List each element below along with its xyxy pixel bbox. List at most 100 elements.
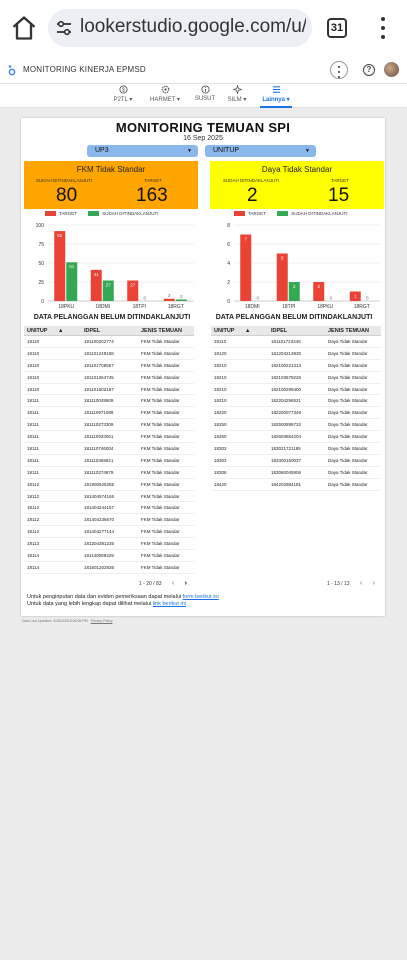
table-row[interactable]: 18112 181900525255 FKM Tidak Standar — [24, 479, 194, 491]
table-row[interactable]: 18210 182100299400 Daya Tidak Standar — [211, 384, 381, 396]
column-header-jenis[interactable]: JENIS TEMUAN — [141, 328, 182, 334]
address-bar[interactable] — [48, 9, 312, 47]
nav-item-lainnya[interactable]: Lainnya ▾ — [254, 85, 298, 108]
cell-jenis: FKM Tidak Standar — [141, 434, 180, 440]
nav-item-susut[interactable]: SUSUT — [183, 85, 227, 102]
site-settings-icon[interactable] — [55, 19, 73, 37]
kpi-done-value: 2 — [247, 185, 258, 206]
dollar-icon: $ — [118, 85, 128, 94]
table-row[interactable]: 18110 181101708557 FKM Tidak Standar — [24, 360, 194, 372]
column-header-unitup[interactable]: UNITUP — [27, 328, 48, 334]
table-row[interactable]: 18210 182103579226 Daya Tidak Standar — [211, 372, 381, 384]
chart-legend-left: TARGET SUDAH DITINDAKLANJUTI — [45, 211, 168, 217]
legend-item-done: SUDAH DITINDAKLANJUTI — [277, 211, 347, 217]
table-row[interactable]: 18110 181100202774 FKM Tidak Standar — [24, 336, 194, 348]
table-row[interactable]: 18112 181404277144 FKM Tidak Standar — [24, 526, 194, 539]
cell-unitup: 18110 — [27, 362, 40, 368]
last-updated-text: Data Last Updated: 9/16/2025 8:09:06 PM — [22, 619, 88, 623]
footer-notes: Untuk penginputan data dan eviden pemeri… — [27, 594, 219, 608]
avatar[interactable] — [384, 62, 399, 77]
data-link[interactable]: link berikut ini — [152, 601, 186, 607]
next-page-icon[interactable]: › — [372, 580, 375, 587]
prev-page-icon[interactable]: ‹ — [359, 580, 363, 587]
cell-unitup: 18111 — [27, 469, 39, 475]
prev-page-icon[interactable]: ‹ — [171, 580, 175, 587]
privacy-policy-link[interactable]: Privacy Policy — [90, 619, 113, 623]
sort-icon[interactable]: ▲ — [58, 328, 64, 334]
table-row[interactable]: 18114 181601202936 FKM Tidak Standar — [24, 562, 194, 574]
table-row[interactable]: 18260 182603654204 Daya Tidak Standar — [211, 431, 381, 444]
up3-filter-dropdown[interactable]: UP3 ▼ — [87, 145, 198, 157]
cell-jenis: FKM Tidak Standar — [141, 339, 180, 344]
table-row[interactable]: 18113 181204381235 FKM Tidak Standar — [24, 538, 194, 551]
table-row[interactable]: 18111 181110971089 FKM Tidak Standar — [24, 407, 194, 420]
column-header-unitup[interactable]: UNITUP — [214, 328, 235, 334]
data-label: 92 — [57, 233, 63, 238]
cell-unitup: 18111 — [27, 398, 39, 404]
cell-unitup: 18302 — [214, 446, 227, 452]
table-row[interactable]: 18111 181110746004 FKM Tidak Standar — [24, 443, 194, 455]
table-row[interactable]: 18111 181110933061 FKM Tidak Standar — [24, 431, 194, 444]
cell-unitup: 18111 — [27, 446, 39, 452]
section-title-left: DATA PELANGGAN BELUM DITINDAKLANJUTI — [33, 314, 191, 321]
unitup-filter-dropdown[interactable]: UNITUP ▼ — [205, 145, 316, 157]
cell-idpel: 181110274879 — [84, 469, 114, 475]
table-row[interactable]: 18111 181110274879 FKM Tidak Standar — [24, 467, 194, 479]
bar — [313, 282, 325, 301]
column-header-idpel[interactable]: IDPEL — [84, 328, 101, 334]
y-tick-label: 4 — [227, 261, 230, 267]
tab-switcher-button[interactable]: 31 — [327, 18, 347, 38]
table-row[interactable]: 18210 182100221313 Daya Tidak Standar — [211, 360, 381, 372]
table-row[interactable]: 18112 181404236670 FKM Tidak Standar — [24, 514, 194, 527]
table-left: UNITUP ▲ IDPEL JENIS TEMUAN 18110 1811002… — [24, 326, 194, 574]
cell-idpel: 181101264745 — [84, 374, 114, 380]
kpi-title: FKM Tidak Standar — [76, 165, 146, 174]
cell-jenis: FKM Tidak Standar — [141, 505, 180, 511]
browser-menu-icon[interactable] — [378, 15, 388, 41]
table-row[interactable]: 18114 181140089329 FKM Tidak Standar — [24, 550, 194, 562]
y-tick-label: 0 — [227, 299, 230, 305]
cell-unitup: 18120 — [214, 350, 227, 356]
table-row[interactable]: 18111 181110049509 FKM Tidak Standar — [24, 395, 194, 408]
table-row[interactable]: 18112 181404244157 FKM Tidak Standar — [24, 502, 194, 515]
help-icon[interactable]: ? — [363, 64, 375, 76]
x-tick-label: 18TPI — [133, 304, 146, 310]
sort-icon[interactable]: ▲ — [245, 328, 251, 334]
table-row[interactable]: 18110 181101264745 FKM Tidak Standar — [24, 372, 194, 384]
table-row[interactable]: 18110 181101502167 FKM Tidak Standar — [24, 384, 194, 396]
table-row[interactable]: 18250 182500895732 Daya Tidak Standar — [211, 419, 381, 432]
table-row[interactable]: 18110 181101249158 FKM Tidak Standar — [24, 348, 194, 360]
table-row[interactable]: 18111 181110273309 FKM Tidak Standar — [24, 419, 194, 432]
home-icon[interactable] — [10, 14, 38, 42]
more-options-button[interactable] — [330, 61, 348, 79]
table-row[interactable]: 18111 181110369621 FKM Tidak Standar — [24, 455, 194, 467]
table-row[interactable]: 18303 183300150037 Daya Tidak Standar — [211, 455, 381, 467]
y-tick-label: 8 — [227, 223, 230, 229]
url-text[interactable]: lookerstudio.google.com/u/0 — [80, 16, 306, 37]
cell-unitup: 18110 — [27, 374, 40, 380]
table-row[interactable]: 18306 183060045906 Daya Tidak Standar — [211, 467, 381, 479]
form-link[interactable]: form berikut ini — [182, 594, 219, 600]
table-row[interactable]: 18210 182204296521 Daya Tidak Standar — [211, 395, 381, 408]
nav-item-p2tl[interactable]: $ P2TL ▾ — [101, 85, 145, 103]
nav-item-harmet[interactable]: HARMET ▾ — [143, 85, 187, 103]
table-row[interactable]: 18220 182200077349 Daya Tidak Standar — [211, 407, 381, 420]
table-row[interactable]: 18112 181404574165 FKM Tidak Standar — [24, 491, 194, 503]
table-row[interactable]: 18120 181204213930 Daya Tidak Standar — [211, 348, 381, 360]
kpi-done-label: SUDAH DITINDAKLANJUTI — [223, 178, 280, 183]
next-page-icon[interactable]: › — [184, 580, 187, 587]
column-header-jenis[interactable]: JENIS TEMUAN — [328, 328, 369, 334]
cell-jenis: FKM Tidak Standar — [141, 529, 180, 535]
table-right: UNITUP ▲ IDPEL JENIS TEMUAN 18110 1811017… — [211, 326, 381, 491]
bar — [163, 298, 175, 301]
cell-idpel: 182500895732 — [271, 422, 302, 428]
table-row[interactable]: 18302 183021721195 Daya Tidak Standar — [211, 443, 381, 455]
cell-jenis: Daya Tidak Standar — [328, 350, 368, 356]
cell-idpel: 181100202774 — [84, 339, 114, 344]
bar — [288, 282, 300, 301]
table-row[interactable]: 18110 181101723446 Daya Tidak Standar — [211, 336, 381, 348]
nav-item-silm[interactable]: SILM ▾ — [215, 85, 259, 103]
column-header-idpel[interactable]: IDPEL — [271, 328, 288, 334]
svg-text:$: $ — [122, 88, 125, 94]
table-row[interactable]: 18420 184202884181 Daya Tidak Standar — [211, 479, 381, 491]
